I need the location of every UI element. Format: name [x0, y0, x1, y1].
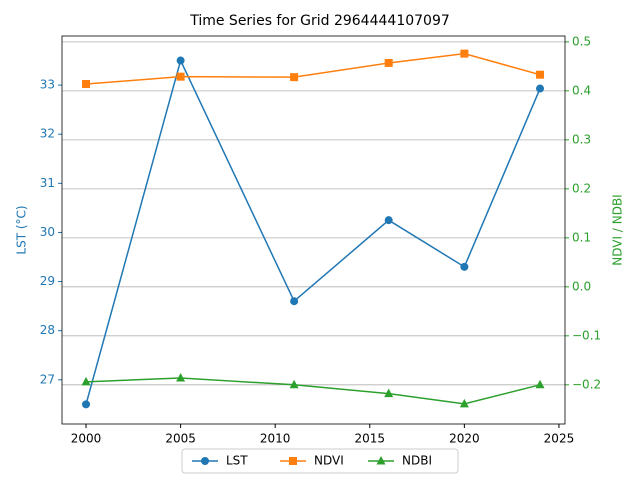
data-point	[460, 262, 469, 271]
y2-tick-label: 0.3	[572, 132, 591, 146]
legend-marker	[376, 456, 386, 465]
x-tick-label: 2025	[544, 432, 575, 446]
y2-axis-label: NDVI / NDBI	[611, 194, 625, 265]
chart-title: Time Series for Grid 2964444107097	[189, 13, 450, 29]
legend-box	[181, 448, 459, 474]
data-point	[384, 216, 393, 225]
data-point	[82, 400, 91, 409]
y-tick-label: 27	[40, 372, 55, 386]
series-line	[85, 52, 541, 85]
data-point	[384, 58, 393, 67]
y-tick-label: 32	[40, 127, 55, 141]
y-tick-label: 33	[40, 78, 55, 92]
x-tick-label: 2000	[71, 432, 102, 446]
data-point	[384, 388, 394, 398]
x-tick-label: 2005	[165, 432, 196, 446]
data-point	[460, 49, 469, 58]
y2-tick-label: −0.2	[572, 377, 601, 391]
series-line	[85, 377, 541, 405]
series-line	[85, 58, 541, 405]
data-point	[81, 376, 91, 386]
x-tick-label: 2010	[260, 432, 291, 446]
data-point	[176, 56, 185, 65]
legend-marker	[289, 457, 297, 465]
data-point	[176, 72, 185, 81]
y2-tick-label: 0.5	[572, 34, 591, 48]
data-point	[535, 379, 545, 389]
legend-label: LST	[226, 454, 248, 468]
y-axis-label: LST (°C)	[15, 205, 29, 254]
y-tick-label: 31	[40, 176, 55, 190]
legend-marker	[201, 457, 209, 465]
data-point	[82, 80, 91, 89]
data-point	[459, 398, 469, 408]
y2-tick-label: 0.0	[572, 279, 591, 293]
y2-tick-label: 0.2	[572, 181, 591, 195]
data-point	[176, 372, 186, 382]
y-tick-label: 30	[40, 225, 55, 239]
data-point	[289, 379, 299, 389]
y2-tick-label: 0.1	[572, 230, 591, 244]
x-tick-label: 2015	[355, 432, 386, 446]
y-tick-label: 28	[40, 323, 55, 337]
legend-label: NDVI	[314, 454, 344, 468]
data-point	[290, 73, 299, 82]
legend-label: NDBI	[402, 454, 432, 468]
y2-tick-label: 0.4	[572, 83, 591, 97]
data-point	[536, 84, 545, 93]
plot-frame	[61, 35, 566, 425]
data-point	[536, 70, 545, 79]
y-tick-label: 29	[40, 274, 55, 288]
y2-tick-label: −0.1	[572, 328, 601, 342]
x-tick-label: 2020	[449, 432, 480, 446]
data-point	[290, 297, 299, 306]
